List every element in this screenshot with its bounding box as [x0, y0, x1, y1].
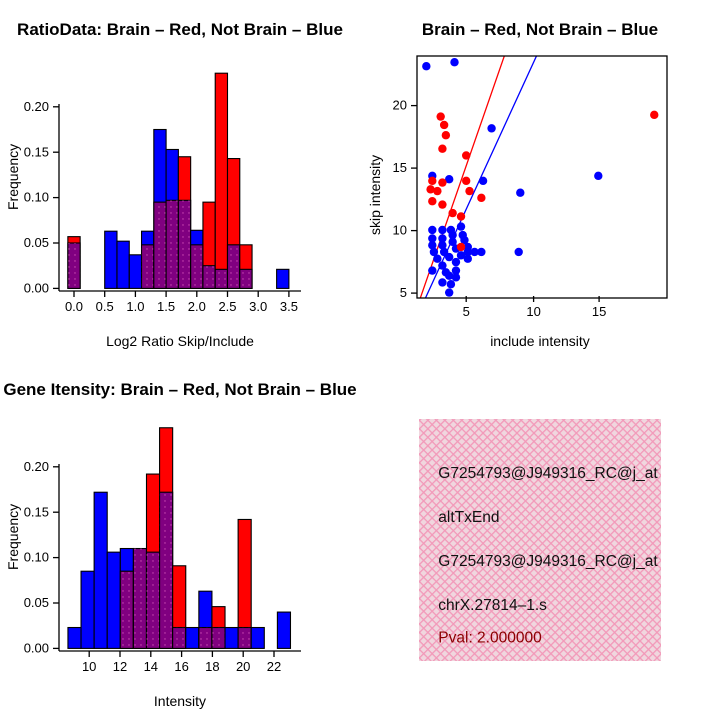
svg-text:5: 5: [463, 304, 470, 319]
svg-text:5: 5: [400, 285, 407, 300]
svg-text:chrX.27814–1.s: chrX.27814–1.s: [438, 597, 547, 614]
svg-text:G7254793@J949316_RC@j_at: G7254793@J949316_RC@j_at: [438, 465, 658, 482]
svg-text:22: 22: [267, 659, 281, 674]
svg-text:10: 10: [82, 659, 96, 674]
svg-text:1.0: 1.0: [126, 299, 144, 314]
svg-text:0.05: 0.05: [24, 235, 49, 250]
svg-text:Pval: 2.000000: Pval: 2.000000: [438, 630, 542, 647]
svg-text:12: 12: [113, 659, 127, 674]
svg-text:2.0: 2.0: [188, 299, 206, 314]
svg-text:0.10: 0.10: [24, 550, 49, 565]
svg-text:0.5: 0.5: [96, 299, 114, 314]
svg-text:15: 15: [592, 304, 606, 319]
svg-text:3.0: 3.0: [249, 299, 267, 314]
svg-text:0.20: 0.20: [24, 459, 49, 474]
svg-text:0.05: 0.05: [24, 595, 49, 610]
svg-text:0.15: 0.15: [24, 144, 49, 159]
svg-text:3.5: 3.5: [280, 299, 298, 314]
svg-text:18: 18: [205, 659, 219, 674]
svg-text:20: 20: [236, 659, 250, 674]
svg-text:15: 15: [393, 160, 407, 175]
svg-text:0.10: 0.10: [24, 190, 49, 205]
svg-text:0.00: 0.00: [24, 281, 49, 296]
svg-text:10: 10: [526, 304, 540, 319]
svg-text:0.00: 0.00: [24, 641, 49, 656]
svg-text:0.20: 0.20: [24, 99, 49, 114]
svg-text:14: 14: [144, 659, 158, 674]
svg-text:altTxEnd: altTxEnd: [438, 509, 499, 526]
svg-text:1.5: 1.5: [157, 299, 175, 314]
svg-text:16: 16: [174, 659, 188, 674]
svg-text:G7254793@J949316_RC@j_at: G7254793@J949316_RC@j_at: [438, 553, 658, 570]
svg-text:10: 10: [393, 223, 407, 238]
svg-text:2.5: 2.5: [218, 299, 236, 314]
svg-text:0.0: 0.0: [65, 299, 83, 314]
svg-text:20: 20: [393, 98, 407, 113]
svg-text:0.15: 0.15: [24, 504, 49, 519]
